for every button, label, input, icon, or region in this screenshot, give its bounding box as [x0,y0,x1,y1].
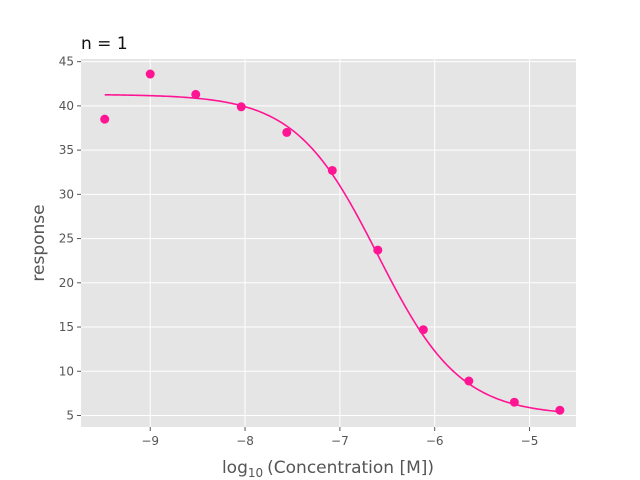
y-tick-label: 25 [59,232,74,246]
chart-title: n = 1 [81,34,128,54]
x-axis-ticks: −9 −8 −7 −6 −5 [141,427,538,448]
y-tick-label: 45 [59,55,74,69]
x-axis-label-subscript: 10 [248,466,263,480]
data-point [145,69,155,79]
y-tick-label: 40 [59,99,74,113]
data-point [555,405,565,415]
data-point [282,127,292,137]
y-gridlines [81,61,576,416]
y-axis-ticks: 5 10 15 20 25 30 35 40 45 [59,55,81,423]
y-tick-label: 20 [59,276,74,290]
x-axis-label-log: log [222,458,248,478]
data-point [373,245,383,255]
x-gridlines [149,59,531,427]
data-point [418,325,428,335]
x-axis-label: log10 (Concentration [M]) [222,458,434,480]
plot-area [81,59,576,427]
data-points [100,69,565,415]
y-tick-label: 5 [66,409,74,423]
y-tick-label: 30 [59,187,74,201]
x-tick-label: −5 [521,434,539,448]
x-tick-label: −9 [141,434,159,448]
y-tick-label: 10 [59,364,74,378]
data-point [464,376,474,386]
data-point [100,114,110,124]
x-tick-label: −7 [331,434,349,448]
data-point [509,397,519,407]
y-tick-label: 35 [59,143,74,157]
data-point [236,102,246,112]
x-tick-label: −8 [236,434,254,448]
data-point [191,89,201,99]
y-axis-label: response [29,204,49,281]
x-tick-label: −6 [426,434,444,448]
data-point [327,165,337,175]
x-axis-label-rest: (Concentration [M]) [267,458,434,478]
y-tick-label: 15 [59,320,74,334]
